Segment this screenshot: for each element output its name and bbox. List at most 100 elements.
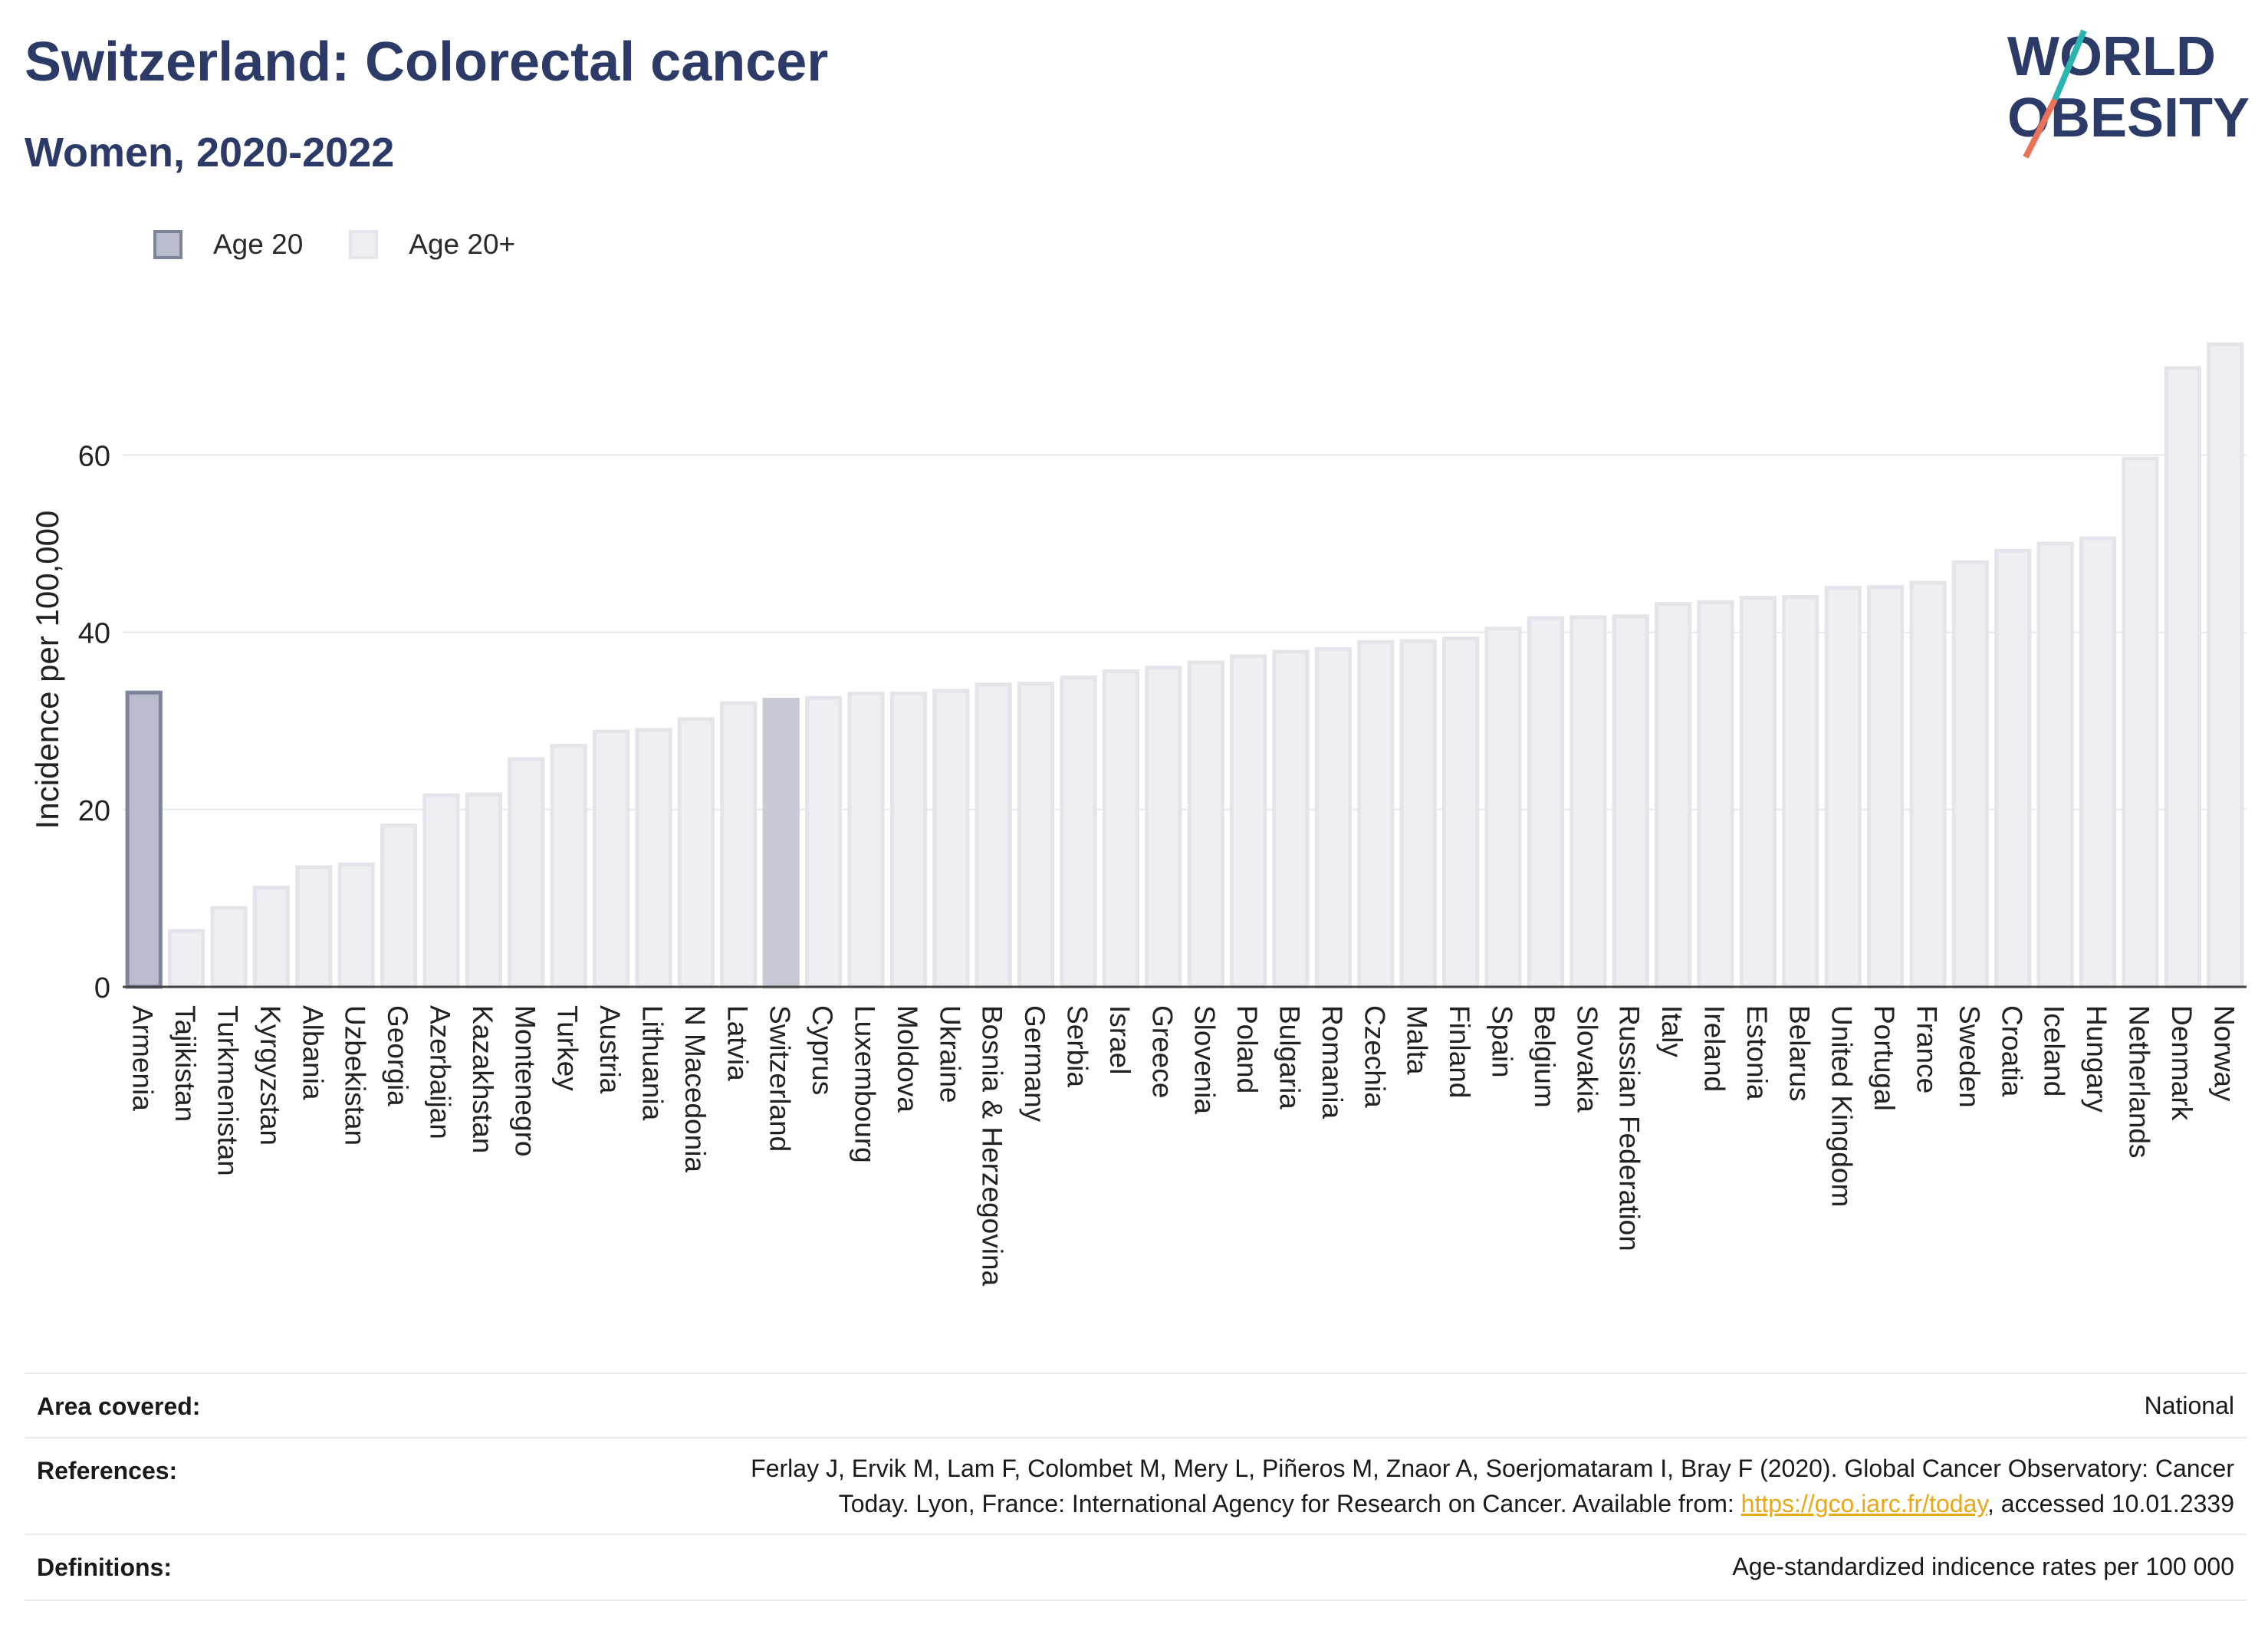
- bar-ukraine[interactable]: [932, 689, 970, 989]
- bar-spain[interactable]: [1484, 626, 1522, 989]
- bar-malta[interactable]: [1399, 639, 1437, 989]
- x-tick-label: Montenegro: [509, 1005, 541, 1156]
- x-tick-label: Ukraine: [934, 1005, 965, 1103]
- x-tick-label: Spain: [1487, 1005, 1518, 1078]
- bar-sweden[interactable]: [1951, 560, 1990, 989]
- x-tick-label: Malta: [1402, 1005, 1433, 1075]
- x-tick-label: Lithuania: [637, 1005, 669, 1121]
- bar-montenegro[interactable]: [508, 757, 545, 989]
- bar-russian-federation[interactable]: [1612, 614, 1649, 989]
- info-row-references: References: Ferlay J, Ervik M, Lam F, Co…: [25, 1437, 2247, 1535]
- bar-finland[interactable]: [1441, 636, 1480, 989]
- bar-united-kingdom[interactable]: [1824, 586, 1862, 989]
- x-tick-label: Iceland: [2039, 1005, 2070, 1096]
- bar-poland[interactable]: [1229, 654, 1267, 989]
- x-tick-label: Israel: [1104, 1005, 1136, 1074]
- bar-uzbekistan[interactable]: [337, 862, 375, 989]
- bar-israel[interactable]: [1102, 669, 1140, 989]
- x-tick-label: Norway: [2208, 1005, 2240, 1102]
- bar-belgium[interactable]: [1527, 616, 1565, 989]
- x-tick-label: Turkey: [552, 1005, 583, 1091]
- x-tick-label: Russian Federation: [1614, 1005, 1645, 1251]
- bar-albania[interactable]: [295, 865, 333, 989]
- chart-legend: Age 20 Age 20+: [153, 228, 561, 261]
- bar-switzerland[interactable]: [762, 697, 800, 989]
- x-tick-label: Serbia: [1062, 1005, 1093, 1087]
- x-tick-label: Greece: [1146, 1005, 1178, 1098]
- bar-kazakhstan[interactable]: [465, 792, 503, 989]
- bar-greece[interactable]: [1145, 666, 1182, 989]
- x-tick-label: France: [1911, 1005, 1943, 1093]
- x-tick-label: Bosnia & Herzegovina: [977, 1005, 1008, 1287]
- bar-tajikistan[interactable]: [167, 929, 205, 989]
- x-tick-label: Hungary: [2081, 1005, 2112, 1113]
- bar-france[interactable]: [1909, 580, 1947, 989]
- references-label: References:: [37, 1457, 178, 1484]
- bar-czechia[interactable]: [1357, 639, 1395, 989]
- x-tick-label: Poland: [1231, 1005, 1263, 1093]
- legend-item-age20[interactable]: Age 20: [153, 228, 303, 261]
- bar-croatia[interactable]: [1994, 548, 2032, 989]
- references-line1: Ferlay J, Ervik M, Lam F, Colombet M, Me…: [751, 1455, 2234, 1482]
- logo-slash-teal: [2052, 29, 2087, 101]
- x-tick-label: Bulgaria: [1274, 1005, 1306, 1110]
- bar-slovakia[interactable]: [1570, 615, 1607, 989]
- bar-italy[interactable]: [1654, 602, 1692, 989]
- y-tick-label: 0: [94, 972, 110, 1004]
- area-label: Area covered:: [37, 1392, 201, 1420]
- bar-belarus[interactable]: [1782, 594, 1819, 989]
- bar-netherlands[interactable]: [2122, 456, 2159, 989]
- references-line2-pre: Today. Lyon, France: International Agenc…: [838, 1490, 1741, 1517]
- bar-ireland[interactable]: [1697, 600, 1734, 989]
- x-tick-label: Denmark: [2166, 1005, 2197, 1121]
- x-tick-label: Italy: [1656, 1005, 1688, 1057]
- bar-cyprus[interactable]: [804, 695, 843, 989]
- x-tick-label: Slovenia: [1189, 1005, 1221, 1114]
- bar-germany[interactable]: [1017, 682, 1055, 989]
- bar-austria[interactable]: [592, 729, 630, 989]
- bar-lithuania[interactable]: [635, 728, 672, 989]
- bar-armenia[interactable]: [125, 690, 163, 989]
- bar-estonia[interactable]: [1739, 596, 1777, 989]
- x-tick-label: Georgia: [382, 1005, 413, 1106]
- x-tick-label: Azerbaijan: [425, 1005, 456, 1139]
- definitions-value: Age-standardized indicence rates per 100…: [1732, 1553, 2234, 1580]
- bar-denmark[interactable]: [2164, 366, 2202, 989]
- x-tick-label: Kazakhstan: [467, 1005, 498, 1153]
- x-tick-label: Luxembourg: [850, 1005, 881, 1163]
- bar-luxembourg[interactable]: [847, 691, 885, 989]
- bar-romania[interactable]: [1314, 647, 1353, 989]
- x-tick-label: Croatia: [1996, 1005, 2027, 1097]
- bar-portugal[interactable]: [1866, 585, 1905, 989]
- x-tick-label: Switzerland: [764, 1005, 796, 1152]
- bar-slovenia[interactable]: [1187, 660, 1224, 989]
- bar-azerbaijan[interactable]: [422, 793, 460, 989]
- references-link[interactable]: https://gco.iarc.fr/today: [1740, 1490, 1987, 1517]
- bar-georgia[interactable]: [380, 824, 418, 989]
- x-tick-label: Uzbekistan: [340, 1005, 371, 1146]
- logo-slash-coral: [2023, 98, 2058, 159]
- bar-turkey[interactable]: [550, 744, 587, 989]
- bar-bulgaria[interactable]: [1272, 649, 1310, 989]
- legend-swatch-age20plus: [349, 230, 379, 259]
- x-tick-label: Czechia: [1359, 1005, 1390, 1108]
- bar-kyrgyzstan[interactable]: [252, 886, 291, 989]
- bar-serbia[interactable]: [1060, 676, 1097, 989]
- bar-turkmenistan[interactable]: [210, 906, 248, 989]
- bar-hungary[interactable]: [2079, 536, 2117, 989]
- bars: [125, 342, 2244, 989]
- bar-iceland[interactable]: [2036, 541, 2074, 989]
- bar-bosnia-herzegovina[interactable]: [975, 682, 1012, 989]
- bar-latvia[interactable]: [720, 701, 758, 989]
- bar-moldova[interactable]: [889, 691, 928, 989]
- x-tick-label: Belgium: [1529, 1005, 1560, 1108]
- chart-subtitle: Women, 2020-2022: [25, 130, 395, 176]
- x-tick-label: Turkmenistan: [212, 1005, 244, 1176]
- x-tick-label: Moldova: [892, 1005, 923, 1113]
- bar-n-macedonia[interactable]: [677, 717, 715, 989]
- bar-norway[interactable]: [2207, 342, 2244, 989]
- x-tick-label: Armenia: [127, 1005, 159, 1111]
- x-tick-label: Slovakia: [1571, 1005, 1602, 1113]
- definitions-label: Definitions:: [37, 1553, 172, 1581]
- legend-item-age20plus[interactable]: Age 20+: [349, 228, 515, 261]
